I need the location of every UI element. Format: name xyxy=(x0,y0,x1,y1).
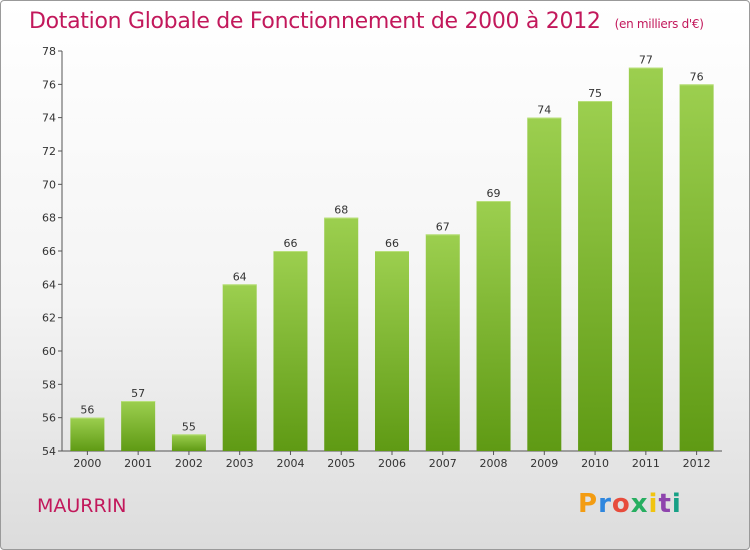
x-tick-label: 2005 xyxy=(327,457,355,470)
x-tick-label: 2007 xyxy=(429,457,457,470)
logo-letter: i xyxy=(671,489,682,519)
bar xyxy=(273,251,308,451)
data-label: 74 xyxy=(537,104,551,117)
y-tick-label: 56 xyxy=(42,412,56,425)
bar xyxy=(375,251,409,451)
logo-letter: r xyxy=(598,489,612,519)
y-tick-label: 76 xyxy=(42,78,56,91)
y-tick-label: 64 xyxy=(42,278,56,291)
logo-letter: P xyxy=(578,489,599,519)
x-tick-label: 2004 xyxy=(276,457,304,470)
data-label: 57 xyxy=(131,387,145,400)
data-label: 76 xyxy=(690,70,704,83)
data-label: 68 xyxy=(334,204,348,217)
x-tick-label: 2003 xyxy=(226,457,254,470)
x-tick-label: 2009 xyxy=(530,457,558,470)
y-tick-label: 68 xyxy=(42,212,56,225)
bar xyxy=(476,201,511,451)
bar xyxy=(578,101,613,451)
bar xyxy=(628,67,663,452)
data-label: 55 xyxy=(182,420,196,433)
y-tick-label: 62 xyxy=(42,312,56,325)
title-text: Dotation Globale de Fonctionnement de 20… xyxy=(29,9,601,34)
bar xyxy=(425,234,460,451)
chart-title: Dotation Globale de Fonctionnement de 20… xyxy=(29,9,704,34)
proxiti-logo[interactable]: Proxiti xyxy=(578,489,682,519)
data-label: 56 xyxy=(80,404,94,417)
commune-name: MAURRIN xyxy=(37,495,127,517)
y-tick-label: 70 xyxy=(42,178,56,191)
x-tick-label: 2006 xyxy=(378,457,406,470)
x-tick-label: 2008 xyxy=(480,457,508,470)
bar xyxy=(222,284,257,451)
logo-letter: t xyxy=(658,489,672,519)
x-tick-label: 2011 xyxy=(632,457,660,470)
unit-label: (en milliers d'€) xyxy=(614,17,704,31)
y-tick-label: 60 xyxy=(42,345,56,358)
data-label: 77 xyxy=(639,54,653,67)
y-tick-label: 72 xyxy=(42,145,56,158)
logo-letter: i xyxy=(648,489,659,519)
bar xyxy=(70,417,105,451)
logo-letter: x xyxy=(630,489,649,519)
y-tick-label: 78 xyxy=(42,45,56,58)
x-tick-label: 2001 xyxy=(124,457,152,470)
bar xyxy=(679,84,714,451)
axes: 54 56 58 60 62 64 66 68 70 72 74 76 78 2000 2001 2002 20… xyxy=(42,45,722,470)
logo-letter: o xyxy=(611,489,631,519)
bar xyxy=(527,117,562,452)
x-tick-label: 2010 xyxy=(581,457,609,470)
bar xyxy=(121,401,156,451)
x-tick-label: 2000 xyxy=(73,457,101,470)
y-tick-label: 54 xyxy=(42,445,56,458)
y-tick-label: 74 xyxy=(42,112,56,125)
data-label: 75 xyxy=(588,87,602,100)
data-label: 67 xyxy=(436,220,450,233)
bar xyxy=(171,434,206,451)
data-label: 66 xyxy=(283,237,297,250)
x-tick-label: 2002 xyxy=(175,457,203,470)
bars: 56 57 55 64 66 68 66 67 69 74 75 77 76 xyxy=(70,54,714,452)
bar xyxy=(324,217,359,451)
x-tick-label: 2012 xyxy=(683,457,711,470)
data-label: 69 xyxy=(487,187,501,200)
data-label: 66 xyxy=(385,237,399,250)
y-tick-label: 58 xyxy=(42,378,56,391)
y-tick-label: 66 xyxy=(42,245,56,258)
data-label: 64 xyxy=(233,270,247,283)
